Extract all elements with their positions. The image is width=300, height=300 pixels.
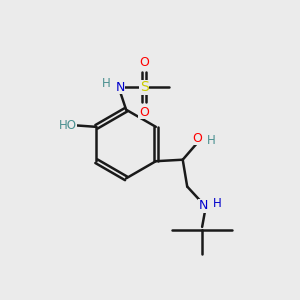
Text: N: N — [116, 81, 125, 94]
Text: O: O — [139, 56, 149, 69]
Text: H: H — [102, 77, 110, 90]
Text: O: O — [193, 132, 202, 145]
Text: H: H — [207, 134, 215, 147]
Text: H: H — [213, 196, 222, 209]
Text: HO: HO — [58, 119, 76, 132]
Text: N: N — [199, 200, 208, 212]
Text: O: O — [139, 106, 149, 118]
Text: S: S — [140, 80, 148, 94]
